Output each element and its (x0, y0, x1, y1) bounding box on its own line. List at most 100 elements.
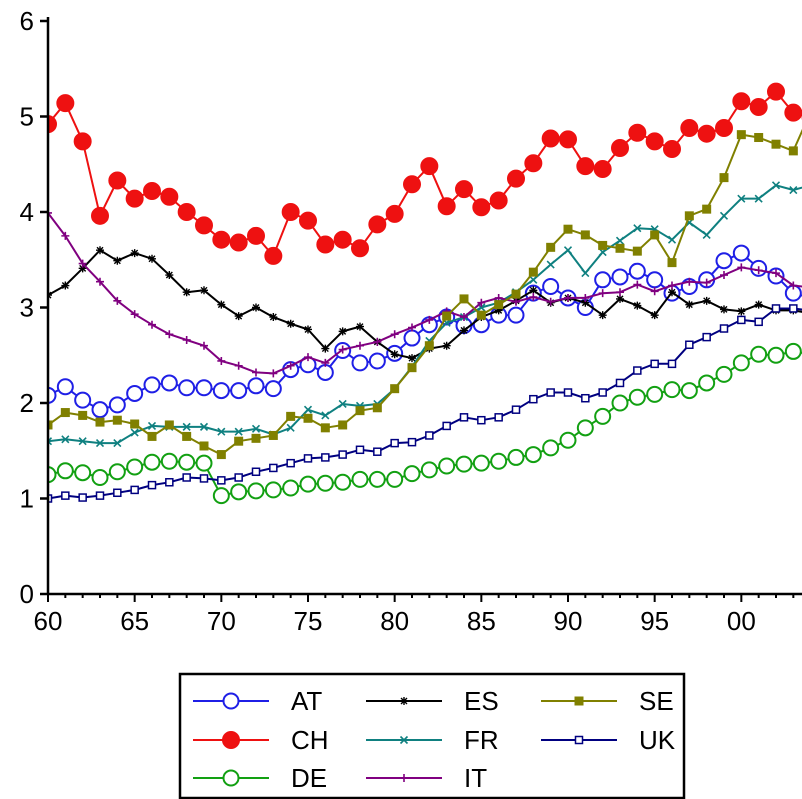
data-point-uk (546, 388, 555, 397)
x-tick-label: 80 (380, 606, 409, 636)
legend-label: DE (291, 763, 327, 793)
data-point-fr (771, 181, 781, 190)
data-point-se (48, 420, 53, 430)
data-point-de (767, 346, 785, 364)
data-point-es (165, 271, 174, 280)
data-point-ch (507, 169, 525, 188)
data-point-se (615, 243, 625, 253)
legend-marker (400, 697, 408, 705)
y-tick-label: 6 (20, 6, 34, 36)
data-point-se (424, 341, 434, 351)
legend-marker (399, 735, 409, 745)
data-point-at (195, 379, 213, 397)
data-point-ch (455, 180, 473, 199)
data-point-se (268, 430, 278, 440)
data-point-at (715, 252, 733, 270)
data-point-ch (91, 206, 109, 225)
data-point-ch (108, 171, 127, 190)
data-point-se (112, 415, 122, 425)
data-point-fr (303, 405, 313, 414)
data-point-it (546, 297, 555, 306)
data-point-uk (130, 485, 139, 495)
data-point-it (598, 289, 607, 298)
data-point-at (74, 391, 92, 409)
legend-marker (222, 692, 240, 710)
legend-marker (574, 696, 584, 706)
data-point-it (460, 313, 468, 322)
data-point-se (667, 258, 677, 268)
data-point-es (96, 246, 104, 255)
data-point-de (126, 458, 144, 476)
data-point-es (286, 319, 295, 328)
data-point-ch (143, 181, 161, 200)
x-tick-label: 75 (294, 606, 323, 636)
series-se (48, 128, 802, 460)
data-point-se (372, 403, 382, 413)
data-point-it (78, 259, 87, 268)
data-point-it (425, 315, 434, 324)
data-point-de (56, 462, 74, 480)
data-point-it (390, 330, 399, 339)
data-point-at (178, 379, 196, 397)
data-point-uk (425, 431, 434, 440)
legend-item-ch: CH (193, 725, 329, 755)
data-point-de (316, 474, 334, 492)
data-point-at (542, 277, 560, 295)
data-point-it (286, 361, 295, 370)
data-point-fr (338, 399, 347, 409)
data-point-at (160, 374, 178, 392)
series-de (48, 342, 802, 505)
data-point-ch (247, 226, 265, 245)
data-point-uk (737, 315, 746, 325)
data-point-uk (702, 332, 711, 342)
data-point-se (719, 173, 729, 183)
data-point-fr (321, 411, 330, 420)
data-point-ch (767, 82, 785, 101)
data-point-se (355, 406, 365, 416)
data-point-de (108, 463, 126, 481)
data-point-at (48, 386, 57, 404)
data-point-de (438, 457, 456, 475)
data-point-it (200, 341, 208, 350)
data-point-it (720, 271, 728, 280)
data-point-fr (719, 211, 729, 220)
data-point-it (789, 281, 798, 290)
series-fr (48, 181, 802, 448)
data-point-at (108, 396, 126, 414)
data-point-se (338, 420, 348, 430)
data-point-se (511, 289, 521, 299)
data-point-de (91, 468, 109, 486)
data-point-uk (321, 453, 330, 462)
data-point-es (200, 286, 208, 295)
data-point-at (316, 363, 334, 381)
data-point-de (542, 439, 560, 457)
data-point-se (60, 408, 70, 418)
data-point-uk (511, 405, 521, 414)
data-point-de (195, 454, 213, 472)
data-point-de (490, 452, 508, 470)
data-point-ch (611, 139, 629, 158)
data-point-it (754, 266, 763, 275)
data-point-uk (598, 388, 607, 397)
legend-label: CH (291, 725, 329, 755)
y-tick-label: 0 (20, 579, 34, 609)
legend: AT CH DE ES FR IT SE UK (178, 672, 686, 799)
data-point-se (251, 433, 261, 443)
data-point-uk (199, 474, 209, 483)
data-point-se (407, 363, 417, 373)
data-point-fr (546, 260, 555, 269)
data-point-uk (338, 450, 347, 459)
data-point-se (546, 242, 556, 252)
data-point-de (628, 388, 646, 406)
data-point-it (304, 353, 312, 362)
data-point-fr (217, 427, 226, 436)
legend-label: ES (464, 686, 499, 716)
data-point-se (771, 139, 781, 149)
data-point-de (160, 452, 178, 470)
data-point-de (299, 475, 317, 493)
data-point-ch (697, 124, 716, 143)
data-point-ch (420, 157, 439, 176)
data-point-ch (749, 97, 768, 116)
data-point-it (408, 323, 416, 332)
data-point-it (737, 263, 746, 272)
